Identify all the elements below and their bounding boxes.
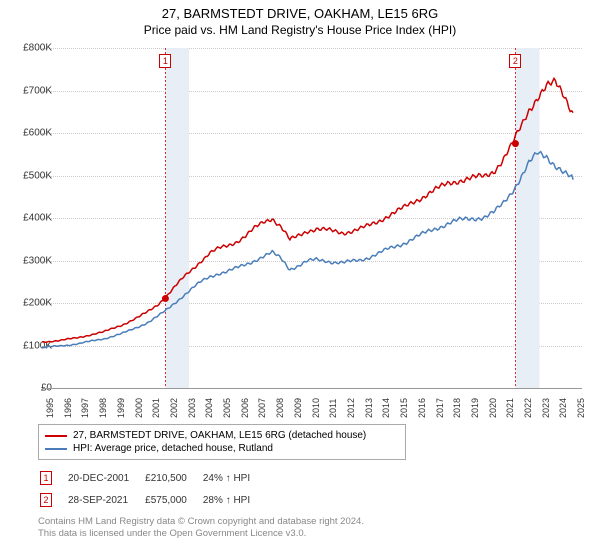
x-tick-label: 2003 <box>187 398 197 418</box>
x-tick-label: 2002 <box>169 398 179 418</box>
x-tick-label: 2013 <box>364 398 374 418</box>
x-tick-label: 1996 <box>63 398 73 418</box>
legend-label: HPI: Average price, detached house, Rutl… <box>73 443 273 454</box>
x-tick-label: 2025 <box>576 398 586 418</box>
marker-row: 2 28-SEP-2021£575,00028% ↑ HPI <box>40 490 264 510</box>
marker-date: 20-DEC-2001 <box>68 468 143 488</box>
x-tick-label: 2024 <box>558 398 568 418</box>
x-tick-label: 2015 <box>399 398 409 418</box>
legend: 27, BARMSTEDT DRIVE, OAKHAM, LE15 6RG (d… <box>38 424 406 460</box>
x-tick-label: 1998 <box>98 398 108 418</box>
legend-label: 27, BARMSTEDT DRIVE, OAKHAM, LE15 6RG (d… <box>73 430 366 441</box>
plot-svg <box>42 48 582 388</box>
x-tick-label: 2022 <box>523 398 533 418</box>
marker-badge-1: 1 <box>159 54 171 68</box>
x-tick-label: 2016 <box>417 398 427 418</box>
chart-title: 27, BARMSTEDT DRIVE, OAKHAM, LE15 6RG <box>0 0 600 21</box>
x-tick-label: 2012 <box>346 398 356 418</box>
x-tick-label: 2006 <box>240 398 250 418</box>
x-tick-label: 2023 <box>541 398 551 418</box>
x-tick-label: 2011 <box>328 399 338 418</box>
legend-item: 27, BARMSTEDT DRIVE, OAKHAM, LE15 6RG (d… <box>45 429 399 442</box>
x-tick-label: 1999 <box>116 398 126 418</box>
x-tick-label: 2017 <box>435 398 445 418</box>
x-tick-label: 2020 <box>488 398 498 418</box>
chart-container: 27, BARMSTEDT DRIVE, OAKHAM, LE15 6RG Pr… <box>0 0 600 560</box>
marker-badge-2: 2 <box>509 54 521 68</box>
x-tick-label: 2018 <box>452 398 462 418</box>
marker-badge-icon: 1 <box>40 471 52 485</box>
markers-table: 1 20-DEC-2001£210,50024% ↑ HPI 2 28-SEP-202… <box>38 466 266 512</box>
x-tick-label: 2019 <box>470 398 480 418</box>
marker-badge-icon: 2 <box>40 493 52 507</box>
x-tick-label: 2014 <box>381 398 391 418</box>
marker-dot <box>512 140 519 147</box>
footer-text: Contains HM Land Registry data © Crown c… <box>38 516 364 541</box>
x-tick-label: 2000 <box>134 398 144 418</box>
marker-date: 28-SEP-2021 <box>68 490 143 510</box>
x-tick-label: 2009 <box>293 398 303 418</box>
marker-diff: 28% ↑ HPI <box>203 490 264 510</box>
x-tick-label: 2008 <box>275 398 285 418</box>
x-tick-label: 2021 <box>505 398 515 418</box>
marker-price: £210,500 <box>145 468 201 488</box>
x-tick-label: 1995 <box>45 398 55 418</box>
x-tick-label: 2005 <box>222 398 232 418</box>
plot-area <box>42 48 582 389</box>
legend-swatch-icon <box>45 435 67 437</box>
x-tick-label: 2001 <box>151 398 161 418</box>
footer-line: This data is licensed under the Open Gov… <box>38 528 364 540</box>
marker-band <box>165 48 189 388</box>
marker-row: 1 20-DEC-2001£210,50024% ↑ HPI <box>40 468 264 488</box>
legend-item: HPI: Average price, detached house, Rutl… <box>45 442 399 455</box>
footer-line: Contains HM Land Registry data © Crown c… <box>38 516 364 528</box>
x-tick-label: 2007 <box>257 398 267 418</box>
x-tick-label: 2010 <box>311 398 321 418</box>
x-tick-label: 1997 <box>80 398 90 418</box>
marker-diff: 24% ↑ HPI <box>203 468 264 488</box>
series-line-property <box>42 78 573 342</box>
marker-dot <box>162 295 169 302</box>
x-tick-label: 2004 <box>204 398 214 418</box>
legend-swatch-icon <box>45 448 67 450</box>
series-line-hpi <box>42 152 573 348</box>
chart-subtitle: Price paid vs. HM Land Registry's House … <box>0 21 600 37</box>
marker-price: £575,000 <box>145 490 201 510</box>
